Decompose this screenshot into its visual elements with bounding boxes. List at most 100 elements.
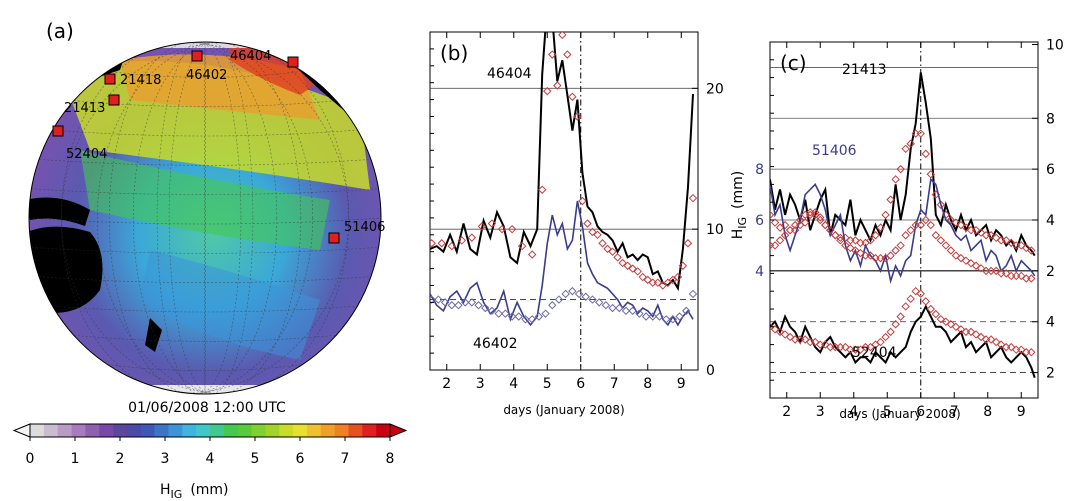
series-marker-1 [1001, 236, 1011, 245]
series-marker-5 [886, 327, 895, 337]
colorbar-swatch [265, 424, 280, 437]
station-marker-21418 [104, 73, 116, 85]
series-marker-5 [881, 332, 890, 342]
y-tick-label-right: 4 [1046, 213, 1055, 229]
series-marker-3 [594, 298, 604, 307]
x-tick-label: 3 [816, 404, 825, 420]
series-marker-1 [517, 241, 527, 251]
meridian-line [204, 42, 206, 394]
series-marker-1 [603, 244, 612, 254]
panel-c-label: (c) [780, 51, 807, 75]
series-marker-3 [682, 306, 691, 316]
series-marker-3 [1017, 271, 1026, 281]
series-marker-3 [886, 251, 895, 260]
series-marker-3 [966, 259, 976, 268]
x-tick-label: 8 [983, 404, 992, 420]
series-marker-3 [946, 246, 956, 255]
series-marker-1 [1006, 238, 1016, 248]
series-marker-1 [906, 139, 915, 148]
series-marker-3 [440, 298, 450, 307]
series-marker-3 [481, 303, 490, 313]
series-marker-1 [467, 233, 477, 242]
colorbar-swatch [113, 424, 128, 437]
series-marker-1 [1027, 246, 1036, 255]
series-marker-3 [501, 309, 510, 318]
series-marker-1 [770, 210, 775, 220]
series-marker-5 [811, 337, 820, 347]
series-marker-3 [1001, 269, 1011, 278]
series-marker-5 [770, 322, 775, 332]
series-marker-1 [663, 278, 673, 287]
station-marker-46404 [287, 56, 299, 68]
series-marker-3 [487, 306, 497, 316]
series-marker-3 [811, 210, 820, 220]
series-marker-3 [668, 315, 678, 324]
series-marker-1 [430, 239, 436, 248]
globe-surface [29, 42, 381, 394]
colorbar-swatch [182, 424, 197, 437]
series-marker-5 [966, 327, 976, 337]
series-marker-3 [430, 295, 436, 304]
meridian-line [60, 42, 314, 394]
series-marker-3 [628, 306, 637, 316]
series-marker-3 [926, 220, 936, 230]
panel-b-xlabel: days (January 2008) [503, 403, 624, 417]
series-marker-1 [946, 215, 956, 225]
y-tick-label-right: 0 [706, 363, 715, 379]
x-tick-label: 9 [1017, 404, 1026, 420]
colorbar-swatch [223, 424, 238, 437]
station-label-46404: 46404 [230, 49, 271, 64]
colorbar-swatch [279, 424, 294, 437]
series-marker-5 [916, 289, 925, 298]
series-marker-3 [785, 225, 795, 235]
series-marker-1 [628, 264, 637, 273]
colorbar-swatch [126, 424, 142, 437]
parallel-line [73, 335, 337, 342]
map-timestamp: 01/06/2008 12:00 UTC [128, 400, 286, 416]
series-marker-3 [795, 215, 805, 225]
series-marker-5 [821, 340, 830, 349]
series-marker-3 [534, 312, 544, 321]
annotation-52404: 52404 [852, 345, 897, 361]
series-marker-1 [991, 233, 1001, 243]
series-marker-1 [497, 224, 507, 234]
series-marker-1 [876, 223, 885, 232]
parallel-line [73, 100, 337, 107]
series-marker-5 [921, 297, 930, 306]
panel-c-chart: 2 3 4 5 6 7 8 9 10 8 6 4 2 4 2 8 6 4 (c) 21413 51406 5240… [755, 38, 1064, 421]
y-tick-label-right: 10 [1046, 38, 1064, 54]
colorbar-swatch [57, 424, 72, 437]
series-marker-1 [688, 193, 698, 203]
series-marker-3 [574, 289, 584, 299]
series-marker-1 [507, 224, 517, 234]
series-marker-3 [608, 303, 617, 313]
series-marker-1 [668, 275, 678, 285]
series-marker-3 [568, 286, 577, 296]
series-marker-5 [941, 317, 951, 326]
series-marker-5 [976, 332, 986, 342]
colorbar-swatch [168, 424, 183, 437]
colorbar-tick-label: 4 [206, 451, 215, 467]
new-zealand-land [145, 318, 162, 352]
colorbar-swatch [293, 424, 308, 437]
series-marker-5 [1017, 345, 1026, 354]
series-line-4 [770, 304, 1036, 379]
series-marker-1 [956, 220, 966, 230]
series-marker-1 [866, 236, 875, 245]
series-marker-5 [951, 322, 961, 332]
series-marker-3 [615, 303, 624, 313]
series-marker-3 [936, 236, 946, 245]
series-marker-3 [921, 215, 930, 225]
series-marker-3 [521, 315, 530, 324]
series-marker-3 [891, 246, 900, 255]
series-marker-1 [538, 185, 547, 194]
series-marker-3 [494, 309, 503, 318]
colorbar-swatch [348, 424, 363, 437]
station-label-21418: 21418 [120, 73, 161, 88]
series-marker-3 [780, 231, 790, 240]
colorbar-swatch [320, 424, 335, 437]
series-marker-3 [961, 256, 971, 265]
panel-c-xlabel: days (January 2008) [839, 407, 960, 421]
series-marker-5 [986, 335, 996, 344]
